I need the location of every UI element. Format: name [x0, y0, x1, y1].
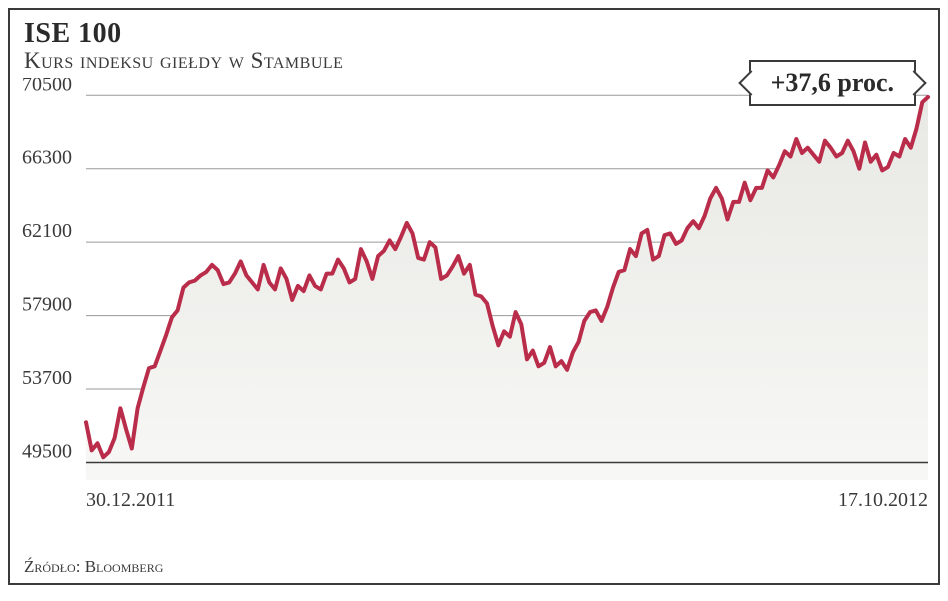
chart-plot-area: +37,6 proc. 4950053700579006210066300705…: [10, 78, 938, 518]
y-axis-label: 49500: [22, 441, 72, 463]
chart-source: Źródło: Bloomberg: [24, 557, 163, 577]
y-axis-label: 66300: [22, 147, 72, 169]
x-axis-label-start: 30.12.2011: [86, 489, 175, 511]
change-badge: +37,6 proc.: [749, 60, 916, 106]
y-axis-label: 62100: [22, 220, 72, 242]
chart-svg: 49500 53700 57900 62100 66300 70500 30.12.2011…: [10, 78, 942, 518]
x-axis-label-end: 17.10.2012: [838, 489, 928, 511]
chart-title: ISE 100: [24, 18, 924, 50]
y-axis-label: 70500: [22, 78, 72, 95]
chart-frame: ISE 100 Kurs indeksu giełdy w Stambule +…: [8, 8, 940, 585]
y-axis-label: 53700: [22, 367, 72, 389]
y-axis-label: 57900: [22, 294, 72, 316]
